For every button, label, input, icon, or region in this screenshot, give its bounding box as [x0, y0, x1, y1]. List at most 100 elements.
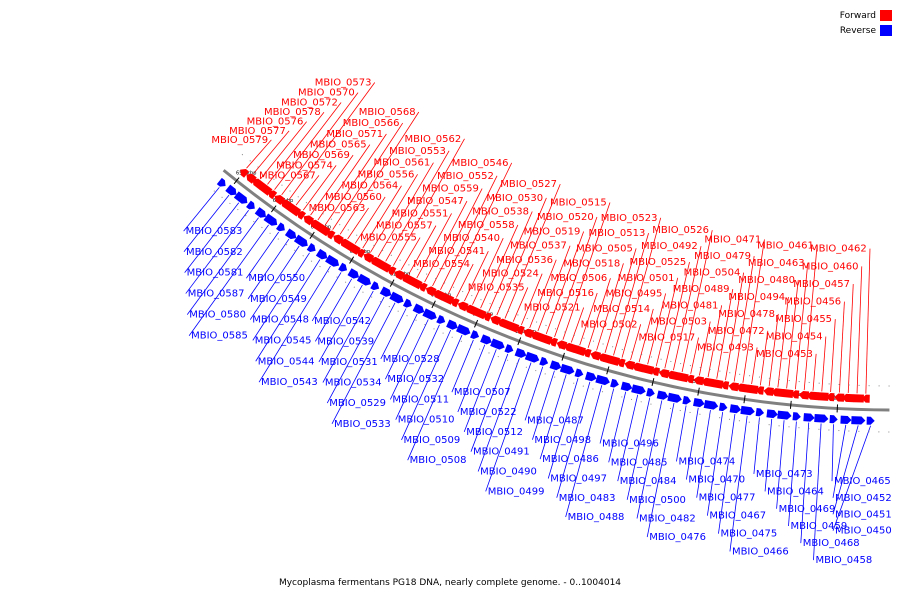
reverse-gene-label: MBIO_0542: [314, 316, 371, 327]
label-connector: [322, 290, 374, 383]
label-connector: [776, 420, 785, 509]
tick-mark: [309, 231, 315, 239]
reverse-gene-arrow: [814, 413, 829, 423]
tick-mark: [743, 395, 746, 404]
forward-gene-label: MBIO_0523: [601, 213, 658, 224]
forward-gene-arrow: [549, 337, 559, 347]
reverse-gene-label: MBIO_0582: [186, 247, 243, 258]
reverse-gene-arrow: [216, 177, 226, 187]
label-connector: [249, 245, 300, 320]
forward-gene-arrow: [504, 321, 520, 333]
label-connector: [311, 272, 342, 322]
reverse-gene-label: MBIO_0484: [620, 476, 677, 487]
forward-gene-label: MBIO_0556: [358, 169, 415, 180]
reverse-gene-arrow: [446, 319, 458, 330]
label-connector: [395, 324, 440, 420]
label-connector: [532, 370, 555, 440]
label-connector: [504, 183, 561, 319]
forward-gene-label: MBIO_0519: [524, 226, 581, 237]
reverse-gene-label: MBIO_0549: [250, 294, 307, 305]
label-connector: [267, 111, 325, 185]
forward-gene-arrow: [616, 358, 626, 368]
forward-gene-label: MBIO_0492: [641, 241, 698, 252]
reverse-gene-label: MBIO_0548: [252, 315, 309, 326]
reverse-gene-arrow: [315, 248, 328, 260]
reverse-gene-arrow: [306, 243, 316, 252]
reverse-gene-arrow: [436, 314, 446, 324]
label-connector: [463, 349, 497, 433]
forward-gene-arrow: [806, 391, 819, 401]
label-connector: [753, 417, 760, 474]
reverse-gene-arrow: [379, 286, 392, 297]
label-connector: [742, 239, 765, 383]
label-connector: [673, 246, 702, 371]
reverse-gene-label: MBIO_0458: [815, 555, 872, 566]
reverse-gene-label: MBIO_0473: [756, 469, 813, 480]
label-connector: [768, 313, 779, 387]
reverse-gene-arrow: [693, 398, 705, 408]
reverse-gene-label: MBIO_0490: [480, 467, 537, 478]
tick-mark: [561, 352, 565, 361]
reverse-gene-label: MBIO_0544: [258, 356, 315, 367]
label-connector: [496, 197, 547, 316]
tick-mark: [789, 400, 792, 409]
label-connector: [470, 353, 509, 452]
forward-gene-label: MBIO_0460: [802, 261, 859, 272]
forward-gene-arrow: [483, 312, 492, 322]
reverse-gene-label: MBIO_0534: [325, 377, 382, 388]
label-connector: [389, 319, 429, 400]
forward-gene-arrow: [651, 367, 660, 377]
forward-gene-arrow: [333, 234, 344, 245]
reverse-gene-label: MBIO_0467: [709, 511, 766, 522]
forward-gene-arrow: [274, 195, 286, 206]
label-connector: [183, 187, 220, 232]
label-connector: [706, 412, 724, 516]
reverse-gene-label: MBIO_0581: [187, 268, 244, 279]
forward-gene-arrow: [798, 390, 810, 400]
legend-item-reverse: Reverse: [840, 23, 892, 38]
forward-gene-arrow: [590, 351, 602, 361]
forward-gene-arrow: [834, 393, 845, 402]
label-connector: [565, 385, 603, 518]
reverse-gene-arrow: [293, 234, 308, 247]
forward-gene-label: MBIO_0457: [793, 279, 850, 290]
forward-gene-arrow: [408, 277, 423, 290]
reverse-gene-label: MBIO_0470: [688, 475, 745, 486]
forward-gene-label: MBIO_0578: [264, 107, 321, 118]
label-connector: [317, 144, 371, 221]
reverse-gene-label: MBIO_0522: [460, 407, 517, 418]
forward-gene-label: MBIO_0546: [452, 158, 509, 169]
label-connector: [777, 296, 789, 388]
reverse-gene-label: MBIO_0465: [834, 476, 891, 487]
reverse-gene-label: MBIO_0464: [767, 486, 824, 497]
label-connector: [521, 273, 543, 326]
forward-gene-arrow: [841, 393, 855, 403]
guide-ring: [238, 151, 890, 387]
label-connector: [718, 413, 736, 534]
reverse-gene-arrow: [233, 191, 248, 204]
reverse-gene-label: MBIO_0499: [488, 486, 545, 497]
label-connector: [733, 256, 755, 382]
reverse-gene-label: MBIO_0485: [611, 457, 668, 468]
forward-gene-label: MBIO_0564: [341, 181, 398, 192]
label-connector: [401, 329, 452, 441]
reverse-gene-label: MBIO_0477: [699, 493, 756, 504]
forward-gene-label: MBIO_0547: [407, 196, 464, 207]
label-connector: [488, 211, 533, 312]
forward-gene-arrow: [326, 230, 336, 240]
label-connector: [547, 378, 579, 479]
label-connector: [856, 266, 863, 394]
label-connector: [696, 409, 711, 498]
label-connector: [464, 251, 489, 302]
forward-gene-label: MBIO_0481: [662, 300, 719, 311]
label-connector: [485, 362, 532, 492]
forward-gene-arrow: [240, 168, 250, 178]
forward-gene-arrow: [708, 379, 724, 389]
label-connector: [579, 292, 598, 346]
forward-gene-label: MBIO_0504: [684, 268, 741, 279]
label-connector: [255, 259, 321, 362]
forward-gene-label: MBIO_0565: [310, 140, 367, 151]
tick-mark: [474, 319, 479, 328]
forward-gene-label: MBIO_0489: [673, 284, 730, 295]
